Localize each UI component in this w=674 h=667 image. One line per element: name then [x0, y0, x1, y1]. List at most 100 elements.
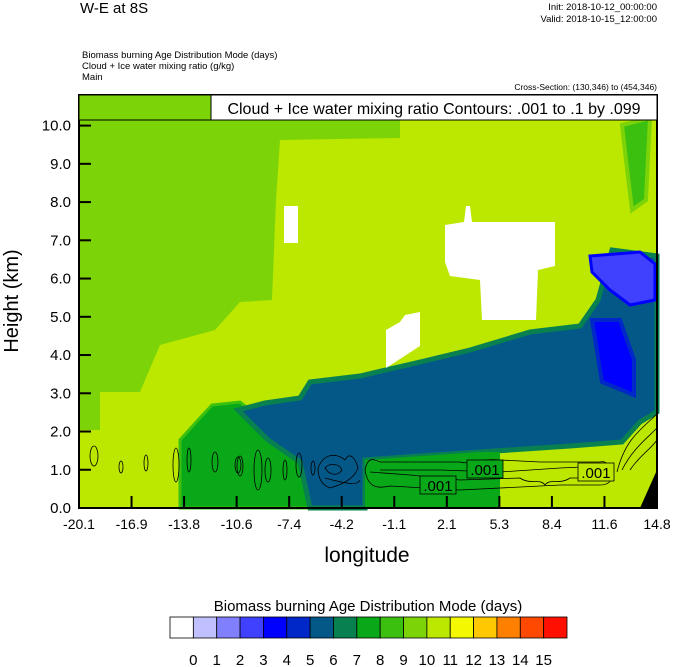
contour-line [324, 477, 361, 484]
contour-line [616, 414, 658, 473]
colorbar-title: Biomass burning Age Distribution Mode (d… [214, 598, 522, 615]
colorbar-swatch [286, 616, 311, 639]
y-tick-label: 1.0 [50, 462, 71, 479]
field-white-small-2 [386, 312, 420, 368]
x-tick-label: 5.3 [490, 516, 510, 532]
y-axis-label: Height (km) [1, 249, 23, 352]
y-tick-label: 6.0 [50, 271, 71, 288]
colorbar-swatch [403, 616, 428, 639]
x-tick-label: -1.1 [382, 516, 406, 532]
colorbar-label: 13 [489, 652, 506, 667]
valid-time: Valid: 2018-10-15_12:00:00 [540, 14, 657, 25]
field-2: Cloud + Ice water mixing ratio (g/kg) [82, 61, 235, 72]
contour-label: .001 [423, 478, 452, 495]
contour-label: .001 [581, 465, 610, 482]
contour-line [234, 456, 242, 474]
contour-line [253, 449, 263, 491]
colorbar-label: 11 [442, 652, 458, 667]
y-tick-label: 2.0 [50, 424, 71, 441]
colorbar-label: 7 [353, 652, 361, 667]
contour-line [186, 447, 192, 473]
contour-line [324, 464, 343, 475]
field-white-small-1 [284, 206, 298, 243]
colorbar-label: 8 [376, 652, 384, 667]
y-tick-label: 10.0 [42, 118, 71, 135]
field-blue-core [589, 318, 636, 398]
x-tick-label: -13.8 [168, 516, 200, 532]
contour-label-box [419, 475, 457, 495]
colorbar-label: 5 [306, 652, 314, 667]
contour-line [172, 447, 180, 483]
x-tick-label: 8.4 [542, 516, 562, 532]
colorbar-swatch [519, 616, 545, 639]
x-tick-label: -10.6 [221, 516, 253, 532]
colorbar-swatch [309, 616, 334, 639]
colorbar: 0 1 2 3 4 5 6 7 8 9 10 11 12 13 14 15 [169, 616, 568, 667]
colorbar-swatch [216, 616, 241, 639]
x-tick-label: -16.9 [116, 516, 148, 532]
field-list: Biomass burning Age Distribution Mode (d… [82, 50, 277, 83]
colorbar-swatch [426, 616, 451, 639]
field-3: Main [82, 72, 103, 83]
colorbar-swatch [356, 616, 381, 639]
colorbar-swatch [496, 616, 521, 639]
colorbar-label: 14 [512, 652, 529, 667]
colorbar-swatch [263, 616, 288, 639]
colorbar-label: 4 [283, 652, 291, 667]
y-tick-label: 5.0 [50, 309, 71, 326]
x-tick-label: -4.2 [330, 516, 354, 532]
plot-title: W-E at 8S [80, 0, 149, 17]
x-tick-label: -20.1 [63, 516, 95, 532]
y-tick-label: 7.0 [50, 232, 71, 249]
x-axis-label: longitude [324, 544, 409, 567]
contour-line [118, 460, 124, 474]
field-green-left [79, 95, 420, 430]
contour-line [211, 451, 219, 473]
colorbar-label: 10 [419, 652, 436, 667]
x-tick-label: 14.8 [643, 516, 670, 532]
contour-line [282, 459, 288, 481]
colorbar-swatch [333, 616, 358, 639]
contour-line [236, 455, 244, 477]
contour-label-box [466, 459, 504, 479]
contour-line [295, 452, 303, 478]
y-tick-label: 8.0 [50, 194, 71, 211]
contours: .001 .001 .001 [89, 414, 658, 495]
field-1: Biomass burning Age Distribution Mode (d… [82, 50, 278, 61]
colorbar-label: 2 [236, 652, 244, 667]
colorbar-label: 3 [259, 652, 267, 667]
colorbar-swatch [239, 616, 264, 639]
axes: 0.0 1.0 2.0 3.0 4.0 5.0 6.0 7.0 8.0 9.0 10.0 -20.1 -… [42, 118, 671, 532]
contour-legend-swatch [78, 94, 212, 121]
colorbar-swatch [379, 616, 404, 639]
contour-label: .001 [470, 462, 499, 479]
x-tick-label: -7.4 [277, 516, 301, 532]
contour-info-box [210, 94, 658, 121]
colorbar-swatch [543, 616, 568, 639]
y-tick-label: 4.0 [50, 347, 71, 364]
colorbar-label: 0 [189, 652, 197, 667]
contour-info: Cloud + Ice water mixing ratio Contours:… [227, 101, 640, 118]
x-tick-label: 2.1 [437, 516, 457, 532]
field-black-corner [640, 470, 657, 508]
x-tick-label: 11.6 [591, 516, 617, 532]
colorbar-label: 6 [329, 652, 337, 667]
field-blue-purple [588, 250, 657, 307]
contour-line [264, 457, 272, 483]
y-tick-label: 0.0 [50, 500, 71, 517]
colorbar-swatch [473, 616, 498, 639]
cross-section-label: Cross-Section: (130,346) to (454,346) [514, 82, 657, 92]
colorbar-label: 15 [535, 652, 552, 667]
contour-line [143, 454, 149, 472]
colorbar-swatch [192, 616, 218, 639]
time-info: Init: 2018-10-12_00:00:00 Valid: 2018-10… [540, 2, 657, 26]
y-tick-label: 3.0 [50, 385, 71, 402]
contour-line [369, 471, 600, 486]
shaded-field [79, 95, 660, 511]
contour-label-box [577, 462, 615, 482]
contour-line [310, 460, 316, 476]
init-time: Init: 2018-10-12_00:00:00 [548, 2, 657, 13]
colorbar-swatch [169, 616, 194, 639]
